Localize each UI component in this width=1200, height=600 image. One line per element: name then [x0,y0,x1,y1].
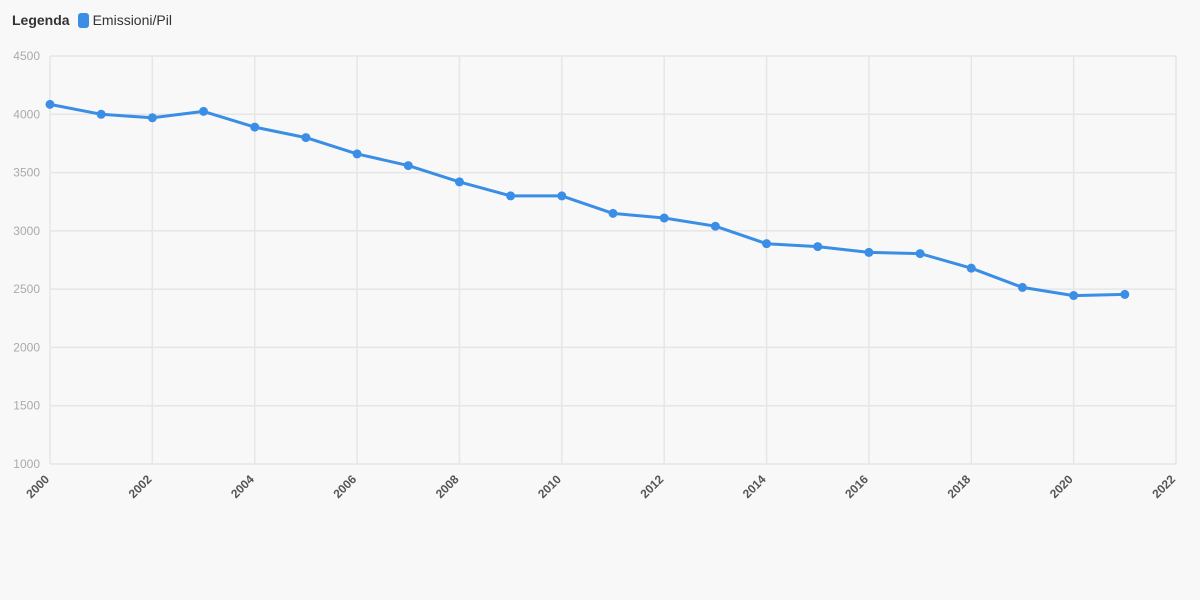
data-point [1017,282,1027,292]
data-point [762,239,772,249]
y-tick-label: 1000 [13,457,40,471]
data-point [454,177,464,187]
data-point [199,106,209,116]
data-point [710,221,720,231]
y-tick-label: 1500 [13,399,40,413]
x-tick-label: 2016 [842,472,871,501]
x-tick-label: 2014 [740,472,769,501]
data-point [352,149,362,159]
x-tick-label: 2006 [330,472,359,501]
x-tick-label: 2000 [23,472,52,501]
data-point [966,263,976,273]
data-point [659,213,669,223]
y-tick-label: 2000 [13,340,40,354]
x-tick-label: 2018 [945,472,974,501]
x-tick-label: 2010 [535,472,564,501]
y-tick-label: 4500 [13,49,40,63]
series-line [49,102,1125,298]
data-point [506,191,516,201]
x-tick-label: 2012 [638,472,667,501]
data-point [915,249,925,259]
data-point [45,99,55,109]
data-point [1120,289,1130,299]
y-tick-label: 3500 [13,166,40,180]
x-tick-label: 2004 [228,472,257,501]
data-point [301,133,311,143]
data-point [557,191,567,201]
data-point [403,161,413,171]
y-tick-label: 3000 [13,224,40,238]
legend-title: Legenda [12,12,70,28]
legend-swatch [77,12,89,28]
data-point [250,122,260,132]
legend-item-emissioni-pil[interactable]: Emissioni/Pil [77,12,172,28]
data-point [864,247,874,257]
data-point [96,109,106,119]
legend-item-label: Emissioni/Pil [92,12,172,28]
data-point [1069,291,1079,301]
y-tick-label: 2500 [13,282,40,296]
x-tick-label: 2002 [126,472,155,501]
data-point [813,242,823,252]
data-point [608,208,618,218]
y-tick-label: 4000 [13,107,40,121]
x-tick-label: 2022 [1149,472,1178,501]
legend: Legenda Emissioni/Pil [12,12,172,28]
data-point [147,113,157,123]
x-tick-label: 2020 [1047,472,1076,501]
x-tick-label: 2008 [433,472,462,501]
